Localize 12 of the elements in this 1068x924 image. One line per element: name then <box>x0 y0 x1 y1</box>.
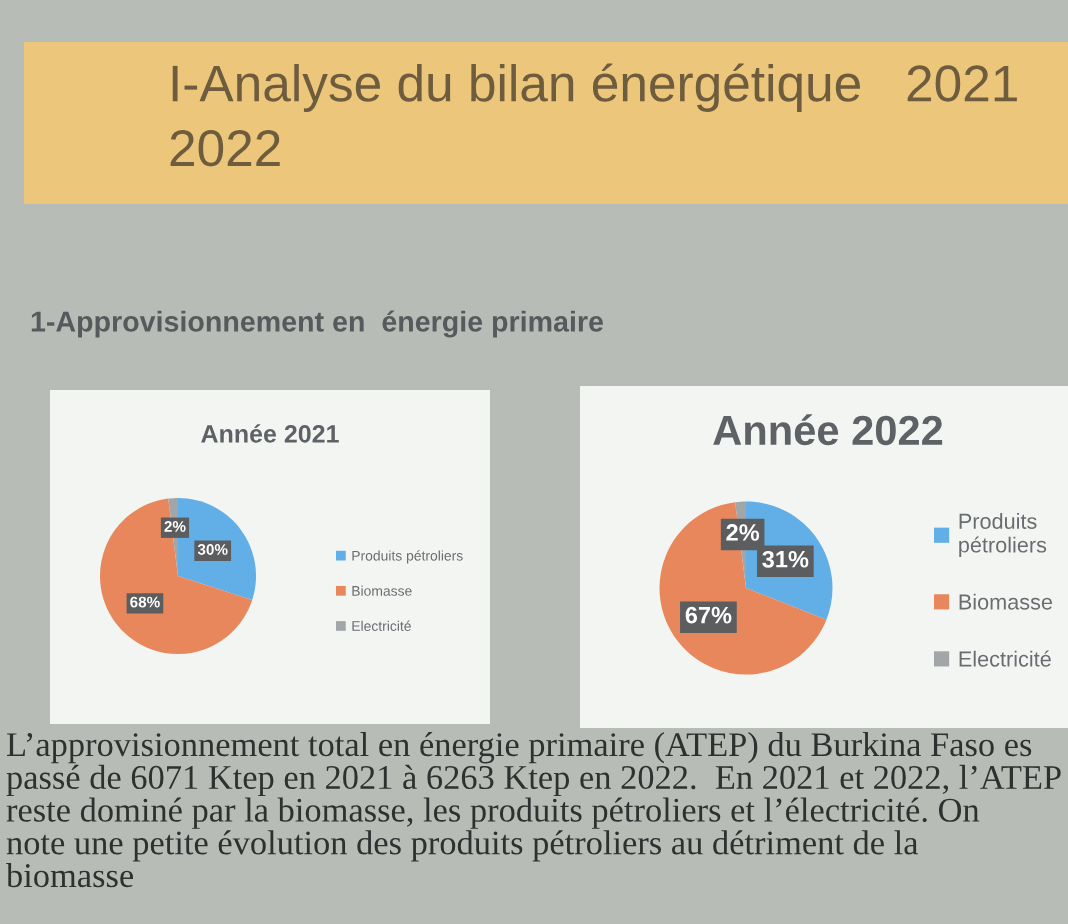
legend-label: Biomasse <box>959 593 1052 610</box>
text: I-Analyse du bilan énergétique 2021 2022 <box>170 63 1017 167</box>
legend-label: Produits pétroliers <box>959 513 1047 557</box>
chart-title: Année 2021 <box>201 424 339 443</box>
chart-title: Année 2022 <box>713 414 943 446</box>
legend-label: Electricité <box>959 650 1051 667</box>
data-label: 2% <box>726 524 760 541</box>
data-label: 31% <box>762 550 809 568</box>
text: 1-Approvisionnement en énergie primaire <box>31 310 603 338</box>
data-label: 67% <box>685 606 732 624</box>
text: L’approvisionnement total en énergie primaire (ATEP) du Burkina Faso es passé de 6071 Ktep en 2021 à 6263 Ktep en 2022. En 2021 et 2022, l’ATEP reste dominé par la biomasse, les produits pétroliers et l’électricité. On note une petite évolution des produits pétroliers au détriment de la biomasse <box>6 732 1061 888</box>
pie-slice <box>100 498 253 655</box>
